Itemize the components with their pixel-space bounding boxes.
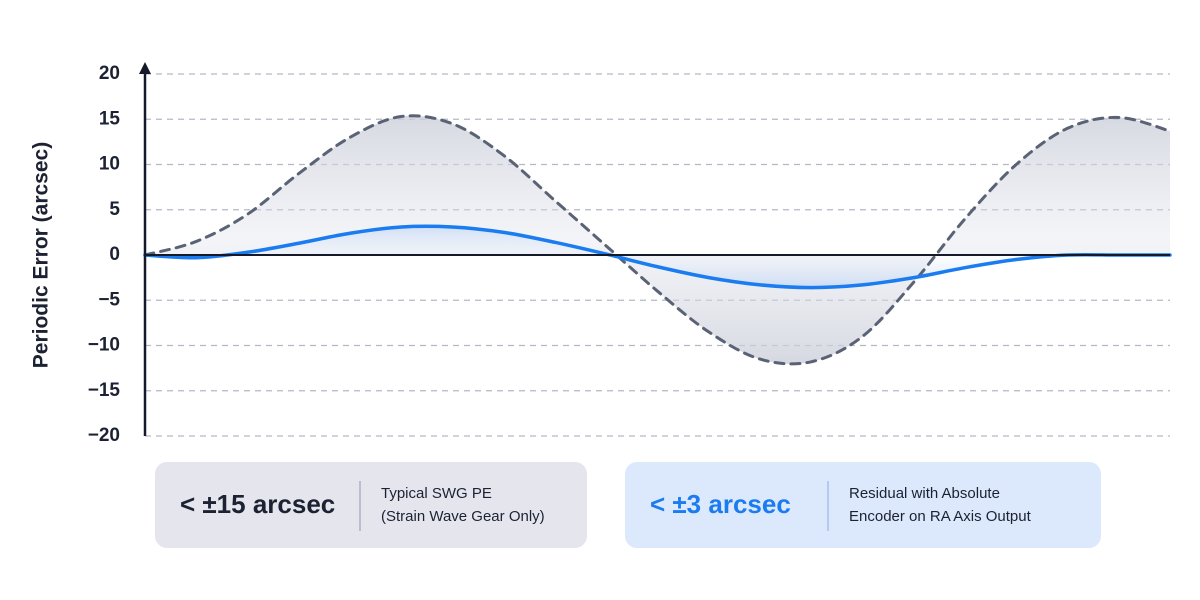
legend-description: Encoder on RA Axis Output bbox=[849, 508, 1032, 525]
series-area bbox=[145, 115, 1170, 364]
y-tick-label: −10 bbox=[88, 335, 120, 356]
legend-description: Residual with Absolute bbox=[849, 485, 1000, 502]
y-tick-label: 0 bbox=[109, 244, 120, 265]
y-axis-arrow bbox=[139, 62, 151, 74]
areas bbox=[145, 115, 1170, 364]
y-axis-label: Periodic Error (arcsec) bbox=[30, 142, 53, 368]
legend-description: Typical SWG PE bbox=[381, 485, 492, 502]
y-tick-label: 5 bbox=[109, 199, 120, 220]
lines bbox=[143, 114, 1172, 366]
legend-label: < ±3 arcsec bbox=[650, 489, 791, 519]
series-line bbox=[143, 114, 1172, 366]
series-line bbox=[143, 224, 1172, 290]
y-tick-label: 20 bbox=[99, 63, 120, 84]
y-tick-label: 15 bbox=[99, 108, 121, 129]
series-area bbox=[145, 226, 1170, 288]
legend-label: < ±15 arcsec bbox=[180, 489, 335, 519]
y-tick-label: −5 bbox=[98, 289, 120, 310]
axes bbox=[139, 62, 1170, 436]
legend-description: (Strain Wave Gear Only) bbox=[381, 508, 545, 525]
legend-card bbox=[625, 462, 1101, 548]
legend: < ±15 arcsec Typical SWG PE (Strain Wave G… bbox=[155, 462, 1101, 548]
y-tick-label: 10 bbox=[99, 154, 120, 175]
y-tick-label: −20 bbox=[88, 425, 120, 446]
legend-card bbox=[155, 462, 587, 548]
y-tick-label: −15 bbox=[88, 380, 121, 401]
